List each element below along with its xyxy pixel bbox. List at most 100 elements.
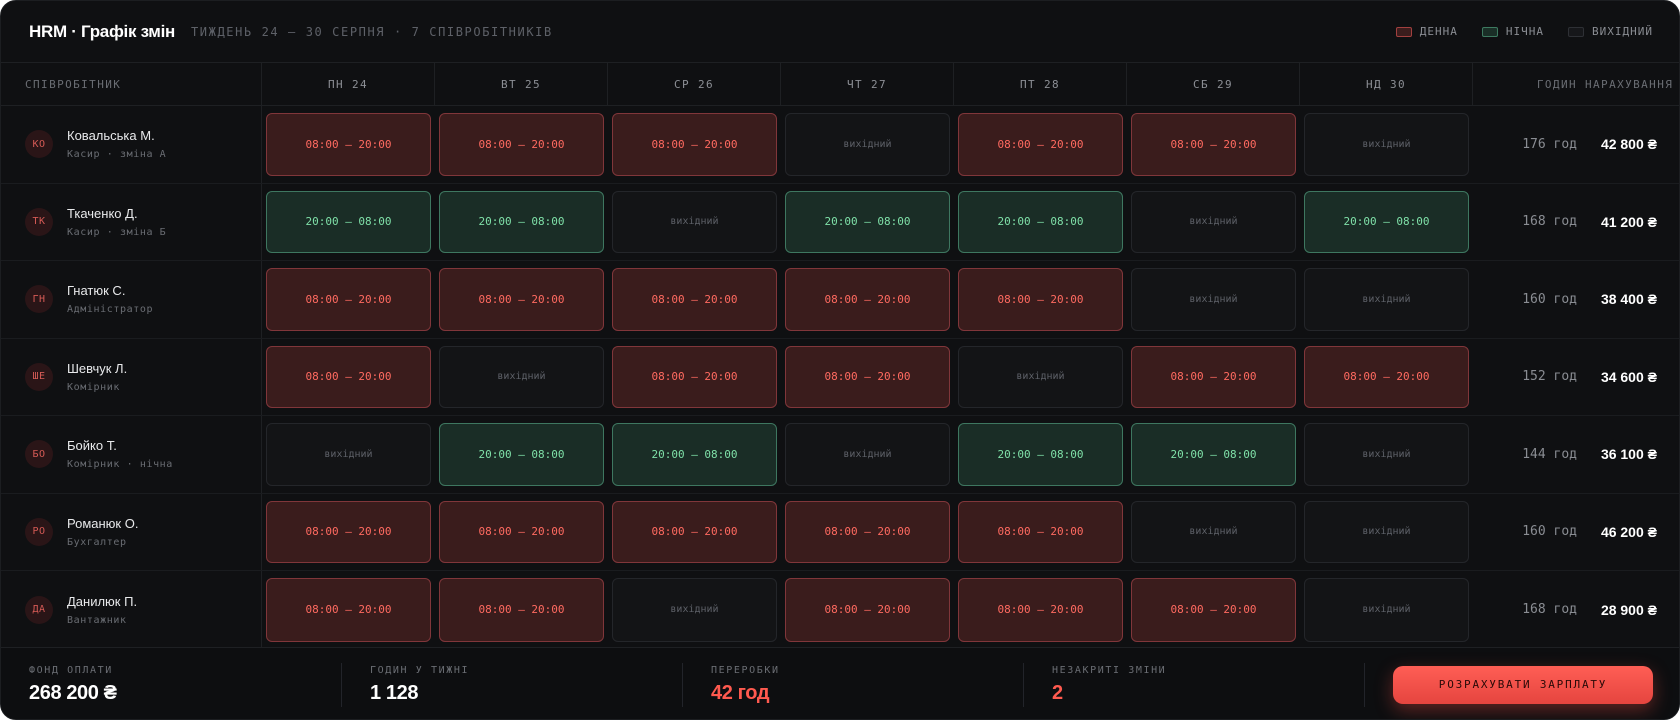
shift-day[interactable]: 08:00 — 20:00 (266, 345, 431, 408)
shift-day[interactable]: 08:00 — 20:00 (612, 113, 777, 176)
employee-role: Комірник (67, 381, 120, 393)
legend: ДЕННА НІЧНА ВИХІДНИЙ (1395, 25, 1653, 38)
employee-role: Комірник · нічна (67, 459, 173, 471)
shift-cell: 08:00 — 20:00 (608, 494, 781, 571)
shift-off[interactable]: вихідний (1131, 268, 1296, 331)
shift-off[interactable]: вихідний (439, 345, 604, 408)
employee-cell: ШЕ Шевчук Л. Комірник (1, 338, 262, 415)
shift-cell: 20:00 — 08:00 (954, 416, 1127, 493)
shift-night[interactable]: 20:00 — 08:00 (266, 190, 431, 253)
employee-cell: КО Ковальська М. Касир · зміна А (1, 106, 262, 183)
shift-cell: 08:00 — 20:00 (954, 494, 1127, 571)
shift-cell: 08:00 — 20:00 (1127, 106, 1300, 183)
shift-off[interactable]: вихідний (612, 190, 777, 253)
table-row: КО Ковальська М. Касир · зміна А 08:00 —… (1, 106, 1679, 184)
employee-info: Романюк О. Бухгалтер (67, 516, 138, 548)
shift-cell: 08:00 — 20:00 (262, 339, 435, 416)
shift-off[interactable]: вихідний (1304, 423, 1469, 486)
column-day-fri: ПТ 28 (954, 63, 1127, 105)
shift-off[interactable]: вихідний (1131, 500, 1296, 563)
employee-name: Шевчук Л. (67, 360, 128, 376)
shift-off[interactable]: вихідний (785, 113, 950, 176)
shift-day[interactable]: 08:00 — 20:00 (958, 578, 1123, 642)
shift-cell: вихідний (954, 339, 1127, 416)
table-row: ДА Данилюк П. Вантажник 08:00 — 20:00 08… (1, 571, 1679, 649)
shift-day[interactable]: 08:00 — 20:00 (439, 113, 604, 176)
shift-night[interactable]: 20:00 — 08:00 (439, 190, 604, 253)
legend-item-off: ВИХІДНИЙ (1568, 25, 1653, 38)
shift-off[interactable]: вихідний (612, 578, 777, 642)
shift-day[interactable]: 08:00 — 20:00 (266, 113, 431, 176)
night-swatch-icon (1481, 26, 1498, 37)
shift-cells: вихідний 20:00 — 08:00 20:00 — 08:00 вих… (262, 416, 1473, 493)
shift-day[interactable]: 08:00 — 20:00 (612, 500, 777, 563)
shift-day[interactable]: 08:00 — 20:00 (1131, 113, 1296, 176)
shift-off[interactable]: вихідний (785, 423, 950, 486)
shift-day[interactable]: 08:00 — 20:00 (958, 268, 1123, 331)
shift-cell: 20:00 — 08:00 (954, 184, 1127, 261)
employee-info: Бойко Т. Комірник · нічна (67, 438, 173, 470)
shift-day[interactable]: 08:00 — 20:00 (439, 578, 604, 642)
shift-night[interactable]: 20:00 — 08:00 (958, 423, 1123, 486)
shift-day[interactable]: 08:00 — 20:00 (439, 500, 604, 563)
employee-role: Касир · зміна Б (67, 226, 167, 238)
stat-payroll-fund: ФОНД ОПЛАТИ 268 200 ₴ (1, 662, 342, 707)
shift-night[interactable]: 20:00 — 08:00 (785, 190, 950, 253)
shift-cell: 20:00 — 08:00 (435, 184, 608, 261)
shift-off[interactable]: вихідний (1304, 113, 1469, 176)
avatar: БО (25, 440, 53, 469)
header: HRM · Графік змін ТИЖДЕНЬ 24 — 30 СЕРПНЯ… (1, 1, 1679, 63)
shift-cell: вихідний (1300, 106, 1473, 183)
shift-day[interactable]: 08:00 — 20:00 (266, 500, 431, 563)
column-hours: ГОДИН (1536, 77, 1577, 91)
shift-night[interactable]: 20:00 — 08:00 (1131, 423, 1296, 486)
shift-day[interactable]: 08:00 — 20:00 (785, 268, 950, 331)
shift-night[interactable]: 20:00 — 08:00 (958, 190, 1123, 253)
stat-weekly-hours: ГОДИН У ТИЖНІ 1 128 (342, 662, 683, 707)
employee-role: Касир · зміна А (67, 149, 167, 161)
employee-role: Адміністратор (67, 304, 154, 316)
shift-day[interactable]: 08:00 — 20:00 (958, 113, 1123, 176)
shift-day[interactable]: 08:00 — 20:00 (1131, 345, 1296, 408)
shift-day[interactable]: 08:00 — 20:00 (785, 345, 950, 408)
employee-cell: РО Романюк О. Бухгалтер (1, 493, 262, 570)
stat-label: ФОНД ОПЛАТИ (29, 664, 113, 676)
shift-night[interactable]: 20:00 — 08:00 (439, 423, 604, 486)
shift-day[interactable]: 08:00 — 20:00 (266, 578, 431, 642)
shift-off[interactable]: вихідний (1304, 268, 1469, 331)
employee-info: Шевчук Л. Комірник (67, 361, 127, 393)
employee-name: Данилюк П. (67, 593, 138, 609)
stat-value: 2 (1052, 681, 1063, 704)
column-day-thu: ЧТ 27 (781, 63, 954, 105)
shift-day[interactable]: 08:00 — 20:00 (785, 500, 950, 563)
shift-off[interactable]: вихідний (266, 423, 431, 486)
employee-info: Ткаченко Д. Касир · зміна Б (67, 206, 166, 238)
shift-off[interactable]: вихідний (958, 345, 1123, 408)
shift-night[interactable]: 20:00 — 08:00 (612, 423, 777, 486)
calculate-salary-button[interactable]: РОЗРАХУВАТИ ЗАРПЛАТУ (1393, 665, 1653, 704)
shift-night[interactable]: 20:00 — 08:00 (1304, 190, 1469, 253)
employee-name: Бойко Т. (67, 438, 117, 454)
shift-off[interactable]: вихідний (1131, 190, 1296, 253)
shift-day[interactable]: 08:00 — 20:00 (612, 345, 777, 408)
shift-day[interactable]: 08:00 — 20:00 (785, 578, 950, 642)
shift-day[interactable]: 08:00 — 20:00 (958, 500, 1123, 563)
employee-name: Ткаченко Д. (67, 205, 138, 221)
shift-day[interactable]: 08:00 — 20:00 (1304, 345, 1469, 408)
shift-off[interactable]: вихідний (1304, 578, 1469, 642)
shift-day[interactable]: 08:00 — 20:00 (612, 268, 777, 331)
employee-pay: 28 900 ₴ (1600, 601, 1657, 618)
column-pay: НАРАХУВАННЯ (1585, 77, 1674, 91)
shift-cell: вихідний (781, 416, 954, 493)
stat-open-shifts: НЕЗАКРИТІ ЗМІНИ 2 (1024, 662, 1365, 707)
shift-day[interactable]: 08:00 — 20:00 (266, 268, 431, 331)
shift-day[interactable]: 08:00 — 20:00 (1131, 578, 1296, 642)
footer-summary: ФОНД ОПЛАТИ 268 200 ₴ ГОДИН У ТИЖНІ 1 12… (1, 647, 1679, 719)
shift-off[interactable]: вихідний (1304, 500, 1469, 563)
shift-cell: вихідний (435, 339, 608, 416)
shift-day[interactable]: 08:00 — 20:00 (439, 268, 604, 331)
table-row: ГН Гнатюк С. Адміністратор 08:00 — 20:00… (1, 261, 1679, 339)
shift-cell: 20:00 — 08:00 (435, 416, 608, 493)
shift-cell: вихідний (1300, 494, 1473, 571)
shift-cells: 08:00 — 20:00 08:00 — 20:00 08:00 — 20:0… (262, 494, 1473, 571)
